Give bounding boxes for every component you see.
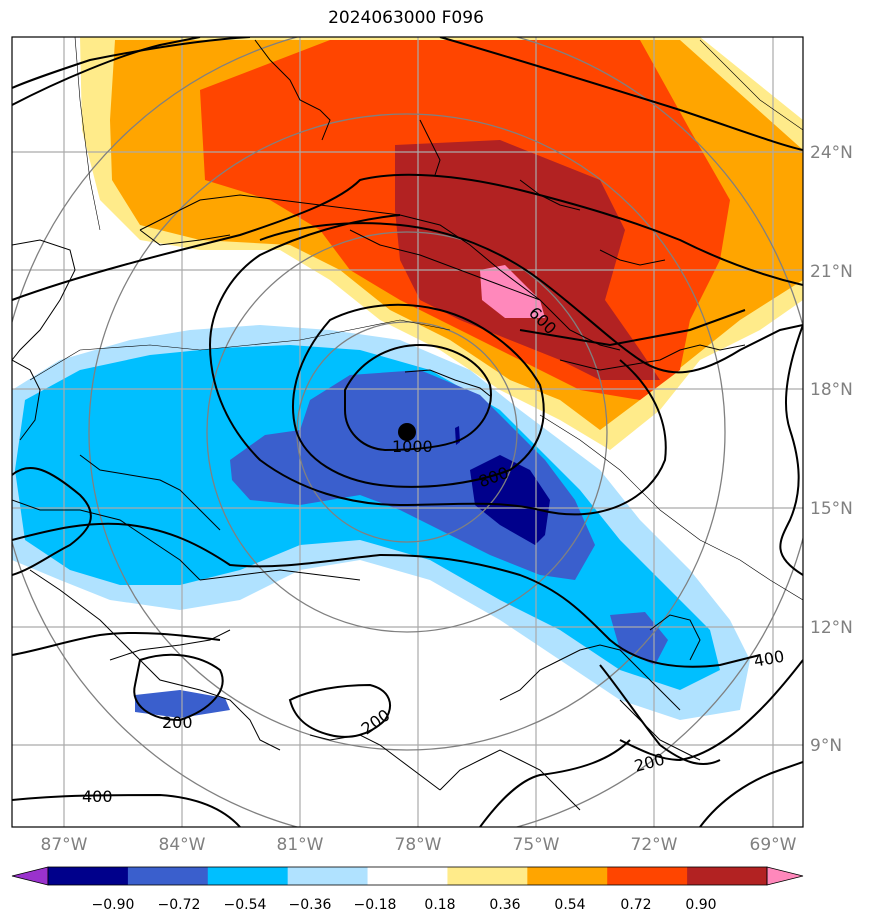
lon-label-69: 69°W (750, 835, 797, 855)
colorbar-segment (127, 867, 209, 885)
borders (29, 37, 803, 601)
lat-label-24: 24°N (810, 143, 853, 163)
contour-label-400-west: 400 (82, 787, 113, 806)
colorbar-segment (687, 867, 768, 885)
colorbar-tick-9: 0.72 (620, 897, 651, 913)
colorbar-ticks: −0.90 −0.72 −0.54 −0.36 −0.18 0.18 0.36 … (92, 897, 717, 913)
colorbar-tick-4: −0.36 (289, 897, 332, 913)
colorbar-tick-7: 0.36 (489, 897, 520, 913)
lon-label-84: 84°W (159, 835, 206, 855)
colorbar-tick-10: 0.90 (685, 897, 716, 913)
colorbar-segment (607, 867, 688, 885)
colorbar-segment (367, 867, 448, 885)
colorbar-segment (527, 867, 608, 885)
colorbar-extend-high (766, 866, 804, 886)
lat-label-18: 18°N (810, 380, 853, 400)
colorbar-segment (207, 867, 289, 885)
range-rings (12, 37, 803, 827)
contours (12, 37, 803, 827)
positive-field-090 (480, 265, 545, 318)
colorbar-segment (287, 867, 369, 885)
lat-label-21: 21°N (810, 262, 853, 282)
contour-label-1000: 1000 (392, 437, 433, 456)
latitude-labels: 24°N 21°N 18°N 15°N 12°N 9°N (810, 143, 853, 756)
colorbar-tick-3: −0.54 (224, 897, 267, 913)
negative-field-054 (230, 370, 595, 580)
lon-label-72: 72°W (631, 835, 678, 855)
colorbar-tick-5: −0.18 (354, 897, 397, 913)
colorbar-segment (48, 867, 129, 885)
colorbar-tick-1: −0.90 (92, 897, 135, 913)
colorbar-frame (47, 866, 768, 886)
lon-label-78: 78°W (395, 835, 442, 855)
lat-label-9: 9°N (810, 736, 842, 756)
map-frame (11, 36, 804, 828)
lat-label-15: 15°N (810, 499, 853, 519)
positive-field-072 (395, 140, 660, 380)
colorbar (11, 866, 804, 886)
longitude-labels: 87°W 84°W 81°W 78°W 75°W 72°W 69°W (41, 835, 797, 855)
colorbar-extend-low (11, 866, 49, 886)
map-area: 600 1000 800 400 200 200 200 400 200 (12, 37, 803, 827)
colorbar-tick-6: 0.18 (424, 897, 455, 913)
colorbar-tick-2: −0.72 (158, 897, 201, 913)
negative-field-036 (15, 345, 720, 690)
storm-center-marker (398, 423, 416, 441)
coastlines (12, 39, 746, 811)
lat-label-12: 12°N (810, 618, 853, 638)
map-title: 2024063000 F096 (328, 8, 484, 28)
contour-label-200-west: 200 (162, 713, 193, 732)
lon-label-81: 81°W (277, 835, 324, 855)
lon-label-87: 87°W (41, 835, 88, 855)
colorbar-segment (447, 867, 528, 885)
lon-label-75: 75°W (513, 835, 560, 855)
colorbar-tick-8: 0.54 (554, 897, 585, 913)
